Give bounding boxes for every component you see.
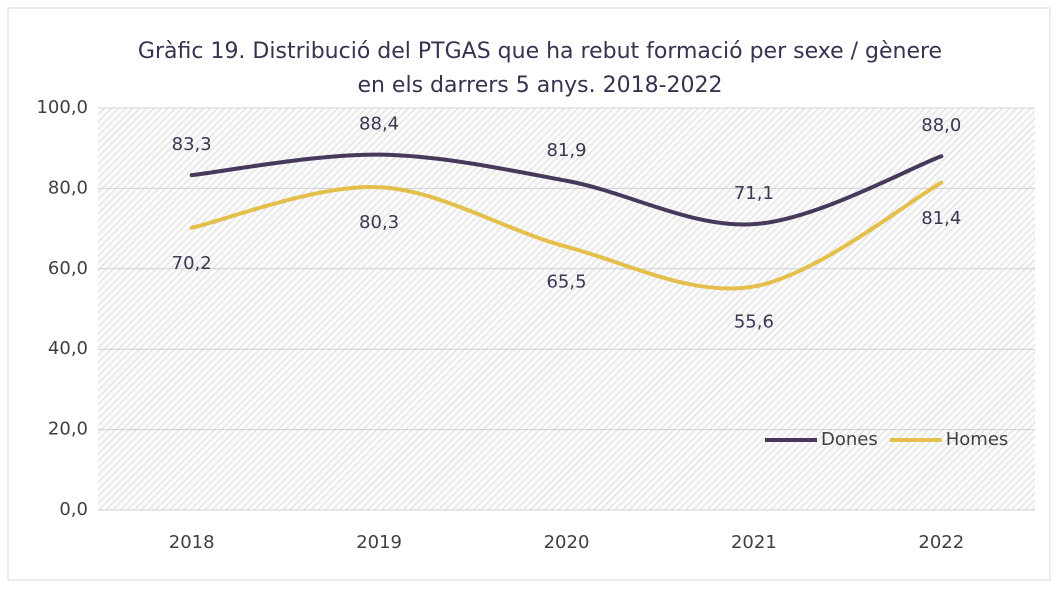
data-label: 55,6: [734, 311, 774, 332]
x-tick-label: 2021: [731, 532, 777, 553]
x-tick-label: 2018: [169, 532, 215, 553]
chart-title: en els darrers 5 anys. 2018-2022: [357, 73, 722, 98]
y-tick-label: 20,0: [48, 419, 88, 440]
y-tick-label: 60,0: [48, 258, 88, 279]
legend-label: Homes: [946, 429, 1009, 450]
y-tick-label: 80,0: [48, 177, 88, 198]
y-tick-label: 0,0: [59, 499, 88, 520]
line: [189, 180, 944, 291]
data-label: 88,0: [921, 115, 961, 136]
data-label: 88,4: [359, 114, 399, 135]
data-label: 70,2: [172, 253, 212, 274]
line: [189, 152, 944, 227]
data-label: 81,4: [921, 208, 961, 229]
data-label: 80,3: [359, 212, 399, 233]
x-tick-label: 2022: [918, 532, 964, 553]
data-label: 81,9: [546, 140, 586, 161]
y-tick-label: 40,0: [48, 338, 88, 359]
chart-title: Gràfic 19. Distribució del PTGAS que ha …: [138, 39, 942, 64]
legend-label: Dones: [821, 429, 878, 450]
x-tick-label: 2019: [356, 532, 402, 553]
data-label: 83,3: [172, 134, 212, 155]
x-tick-label: 2020: [544, 532, 590, 553]
plot-area: [98, 108, 1035, 510]
y-tick-label: 100,0: [36, 97, 88, 118]
data-label: 71,1: [734, 183, 774, 204]
data-label: 65,5: [546, 272, 586, 293]
